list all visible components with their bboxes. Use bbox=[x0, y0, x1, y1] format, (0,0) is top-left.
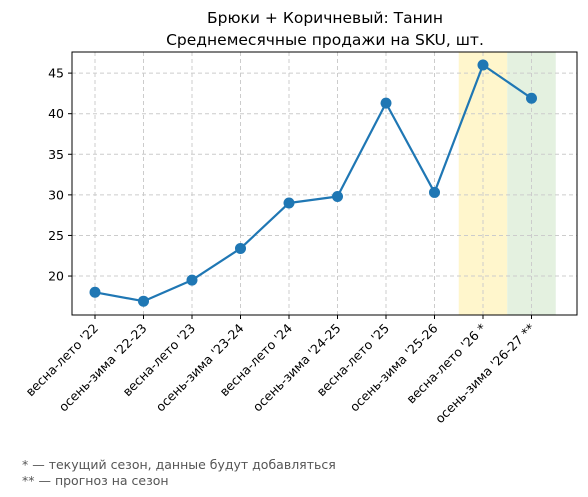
chart-subtitle: Среднемесячные продажи на SKU, шт. bbox=[166, 31, 484, 49]
series-line bbox=[94, 63, 533, 303]
y-axis: 20 25 30 35 40 45 bbox=[48, 66, 72, 284]
y-tick-label: 30 bbox=[48, 187, 64, 202]
series-layer bbox=[89, 59, 537, 307]
x-tick-label: осень-зима '22-23 bbox=[56, 321, 150, 415]
x-tick-label: осень-зима '23-24 bbox=[153, 320, 247, 414]
data-point bbox=[526, 92, 537, 104]
data-point bbox=[429, 186, 440, 198]
y-tick-label: 35 bbox=[48, 147, 64, 162]
data-point bbox=[477, 59, 489, 71]
plot-frame bbox=[71, 51, 578, 316]
footnote-current-season: * — текущий сезон, данные будут добавлят… bbox=[22, 457, 336, 472]
data-point bbox=[380, 97, 392, 109]
x-tick-label: осень-зима '26-27 ** bbox=[432, 321, 538, 427]
data-point bbox=[332, 190, 343, 202]
footnote-forecast: ** — прогноз на сезон bbox=[22, 473, 169, 488]
data-point bbox=[89, 286, 101, 298]
y-tick-label: 45 bbox=[48, 66, 64, 81]
chart-title: Брюки + Коричневый: Танин bbox=[207, 9, 443, 27]
data-point bbox=[235, 242, 246, 254]
data-point bbox=[283, 197, 295, 209]
y-tick-label: 40 bbox=[48, 106, 64, 121]
data-point bbox=[138, 295, 149, 307]
y-tick-label: 25 bbox=[48, 228, 64, 243]
x-tick-label: осень-зима '25-26 bbox=[347, 320, 441, 414]
data-point bbox=[186, 274, 198, 286]
x-tick-label: осень-зима '24-25 bbox=[250, 321, 344, 415]
y-tick-label: 20 bbox=[48, 269, 64, 284]
